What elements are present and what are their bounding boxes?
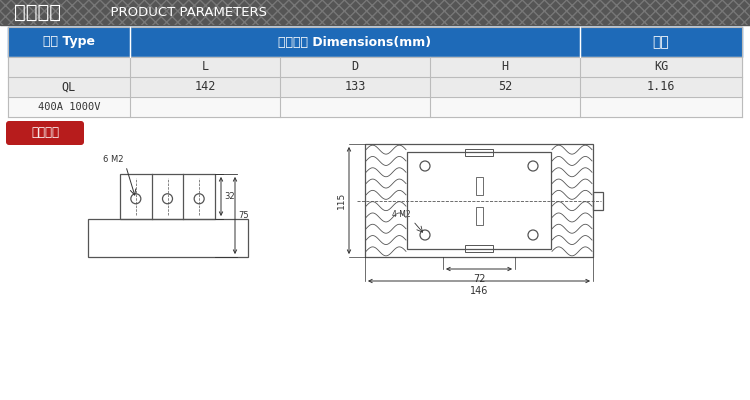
Text: 400A 1000V: 400A 1000V: [38, 102, 100, 112]
Bar: [88, 219, 248, 257]
Bar: [465, 149, 493, 156]
Bar: [365, 144, 593, 257]
Bar: [0, 0, 750, 25]
Text: 重量: 重量: [652, 35, 669, 49]
Text: KG: KG: [654, 60, 668, 74]
Text: D: D: [352, 60, 358, 74]
Bar: [8, 97, 742, 117]
Text: 72: 72: [472, 274, 485, 284]
Text: PRODUCT PARAMETERS: PRODUCT PARAMETERS: [102, 6, 267, 19]
Bar: [8, 27, 742, 57]
Text: 型号 Type: 型号 Type: [43, 36, 95, 48]
Text: 1.16: 1.16: [646, 80, 675, 94]
Text: 32: 32: [224, 192, 235, 201]
Text: 外形尺寸: 外形尺寸: [31, 126, 59, 140]
FancyBboxPatch shape: [6, 121, 84, 145]
Text: 115: 115: [337, 192, 346, 209]
Text: L: L: [202, 60, 208, 74]
Bar: [407, 152, 551, 249]
Text: 133: 133: [344, 80, 366, 94]
Text: 4 M2: 4 M2: [392, 210, 411, 219]
Bar: [476, 177, 483, 195]
Bar: [465, 245, 493, 252]
Text: 75: 75: [238, 211, 248, 220]
Text: 6 M2: 6 M2: [104, 155, 124, 164]
Bar: [476, 207, 483, 225]
Text: QL: QL: [62, 80, 76, 94]
Bar: [8, 77, 742, 97]
Text: H: H: [502, 60, 509, 74]
Text: 146: 146: [470, 286, 488, 296]
Bar: [593, 192, 603, 210]
Text: 52: 52: [498, 80, 512, 94]
Bar: [0, 0, 750, 25]
Bar: [8, 57, 742, 77]
Bar: [120, 174, 215, 219]
Text: 产品参数: 产品参数: [14, 3, 61, 22]
Text: 外形尺寸 Dimensions(mm): 外形尺寸 Dimensions(mm): [278, 36, 431, 48]
Text: 142: 142: [194, 80, 216, 94]
